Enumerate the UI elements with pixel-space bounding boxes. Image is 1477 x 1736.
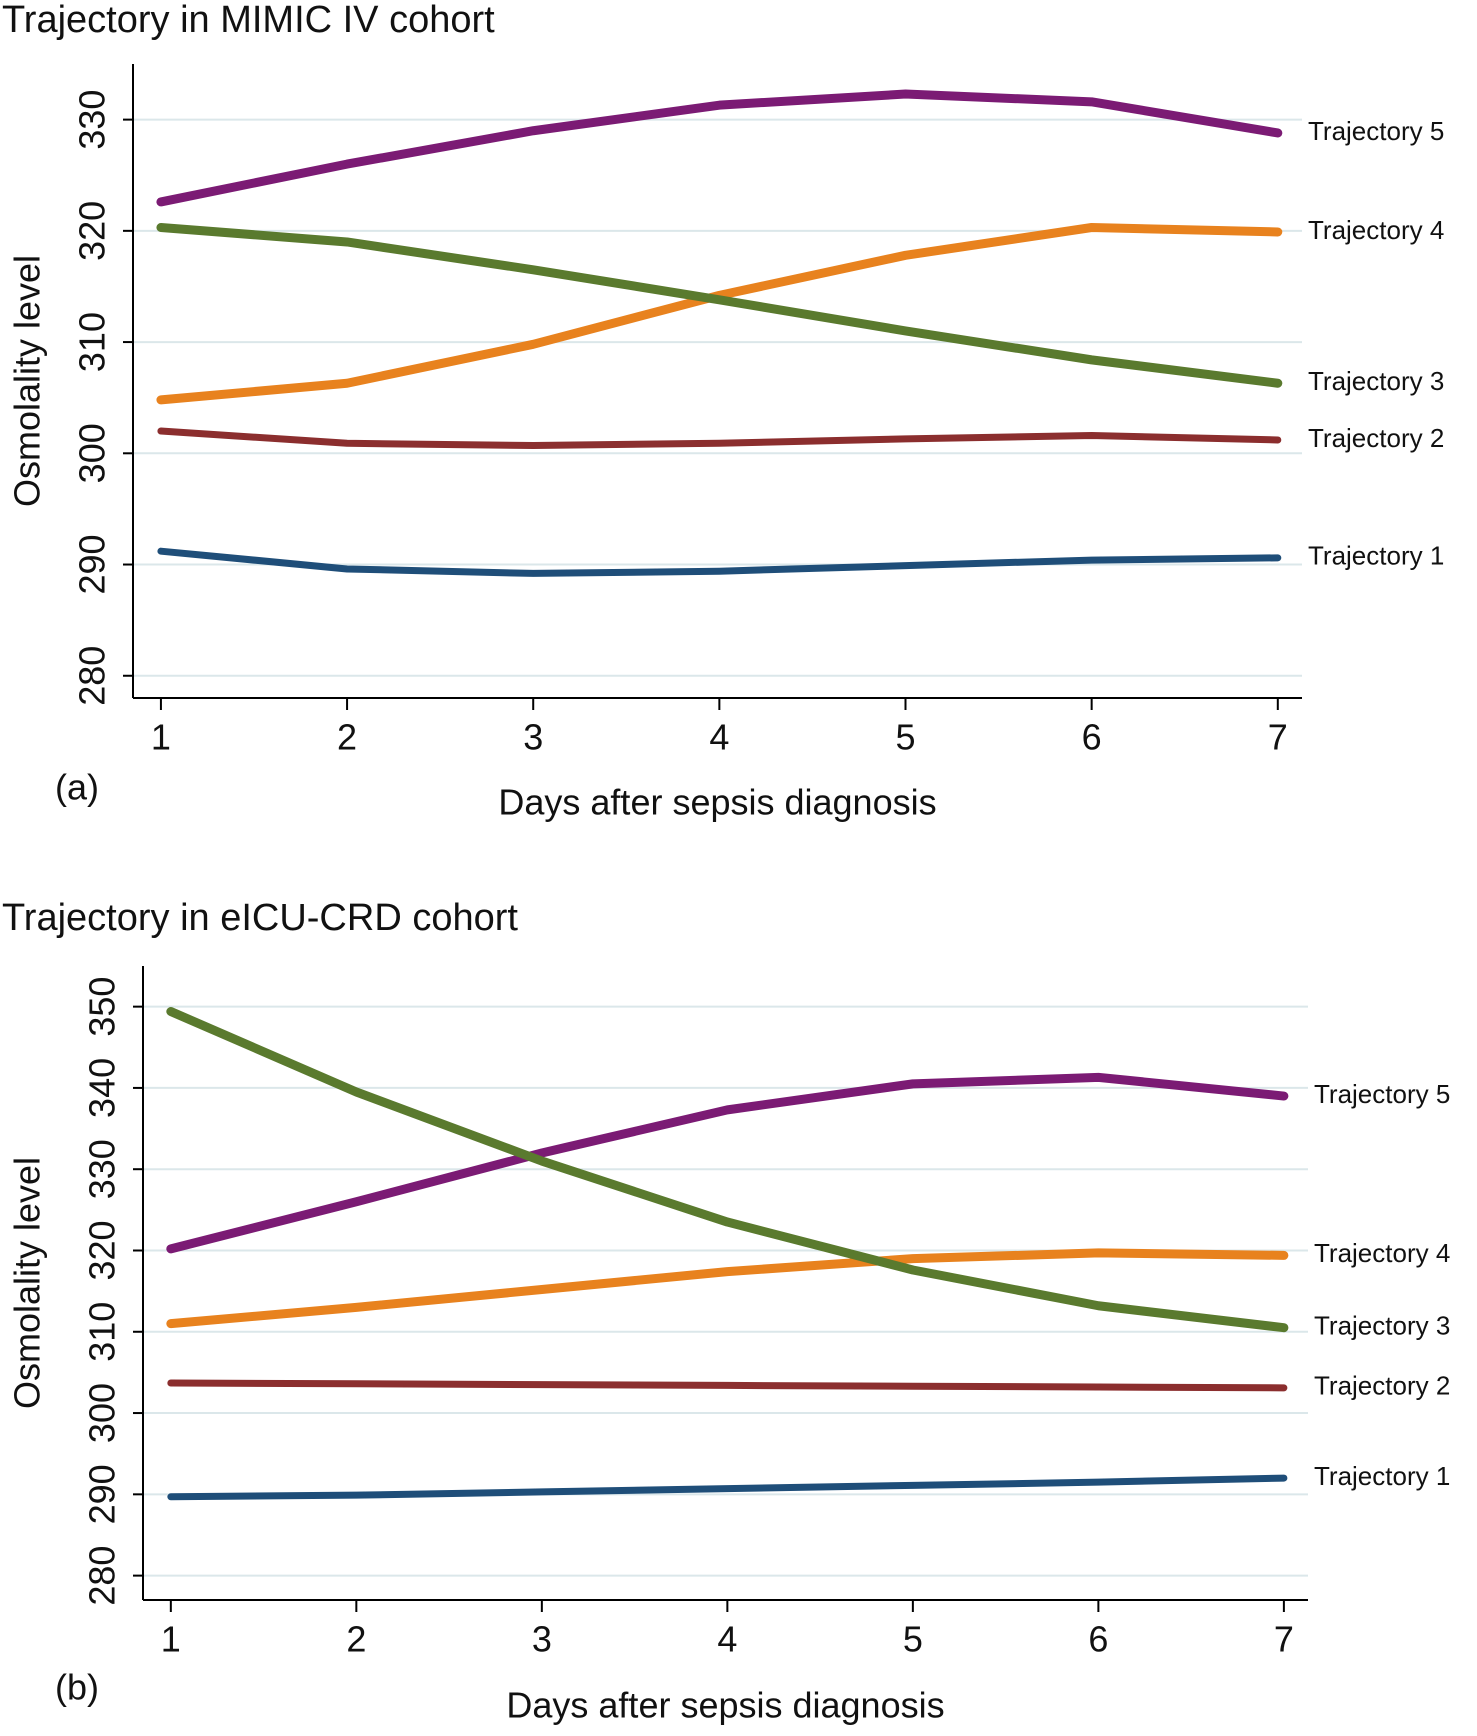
series-label: Trajectory 4 xyxy=(1314,1238,1450,1268)
y-tick-label: 330 xyxy=(72,90,113,150)
panel-label: (a) xyxy=(55,767,99,808)
panel-label: (b) xyxy=(55,1667,99,1708)
series-line xyxy=(157,547,1282,577)
series-label: Trajectory 1 xyxy=(1314,1461,1450,1491)
series-line xyxy=(157,427,1282,450)
x-tick-label: 5 xyxy=(903,1619,923,1660)
x-tick-label: 2 xyxy=(346,1619,366,1660)
y-tick-label: 280 xyxy=(82,1546,123,1606)
series-line xyxy=(167,1474,1288,1501)
series-line xyxy=(156,223,1283,388)
series-line xyxy=(167,1379,1288,1392)
y-tick-label: 300 xyxy=(82,1383,123,1443)
y-axis-label: Osmolality level xyxy=(7,1157,48,1409)
x-tick-label: 5 xyxy=(895,717,915,758)
series-label: Trajectory 2 xyxy=(1314,1371,1450,1401)
x-tick-label: 1 xyxy=(161,1619,181,1660)
y-tick-label: 350 xyxy=(82,977,123,1037)
x-tick-label: 3 xyxy=(523,717,543,758)
y-tick-label: 310 xyxy=(82,1302,123,1362)
series-label: Trajectory 3 xyxy=(1314,1311,1450,1341)
y-tick-label: 320 xyxy=(82,1220,123,1280)
x-tick-label: 4 xyxy=(717,1619,737,1660)
series-line xyxy=(166,1007,1289,1333)
y-tick-label: 280 xyxy=(72,646,113,706)
y-tick-label: 340 xyxy=(82,1058,123,1118)
chart-title: Trajectory in eICU-CRD cohort xyxy=(2,897,518,939)
y-tick-label: 300 xyxy=(72,423,113,483)
y-tick-label: 320 xyxy=(72,201,113,261)
x-tick-label: 4 xyxy=(709,717,729,758)
x-tick-label: 2 xyxy=(337,717,357,758)
series-label: Trajectory 5 xyxy=(1308,116,1444,146)
y-axis-label: Osmolality level xyxy=(7,255,48,507)
series-label: Trajectory 5 xyxy=(1314,1079,1450,1109)
series-label: Trajectory 4 xyxy=(1308,215,1444,245)
x-tick-label: 3 xyxy=(532,1619,552,1660)
x-axis-label: Days after sepsis diagnosis xyxy=(506,1685,944,1726)
series-label: Trajectory 3 xyxy=(1308,366,1444,396)
x-tick-label: 7 xyxy=(1268,717,1288,758)
series-label: Trajectory 1 xyxy=(1308,541,1444,571)
x-tick-label: 6 xyxy=(1088,1619,1108,1660)
series-line xyxy=(156,89,1283,207)
series-line xyxy=(166,1072,1289,1254)
series-line xyxy=(156,223,1283,405)
series-label: Trajectory 2 xyxy=(1308,423,1444,453)
x-tick-label: 6 xyxy=(1082,717,1102,758)
y-tick-label: 290 xyxy=(72,534,113,594)
series-line xyxy=(166,1248,1289,1329)
y-tick-label: 290 xyxy=(82,1464,123,1524)
x-axis-label: Days after sepsis diagnosis xyxy=(498,782,936,823)
y-tick-label: 310 xyxy=(72,312,113,372)
chart-title: Trajectory in MIMIC IV cohort xyxy=(2,0,495,41)
y-tick-label: 330 xyxy=(82,1139,123,1199)
x-tick-label: 7 xyxy=(1274,1619,1294,1660)
x-tick-label: 1 xyxy=(151,717,171,758)
